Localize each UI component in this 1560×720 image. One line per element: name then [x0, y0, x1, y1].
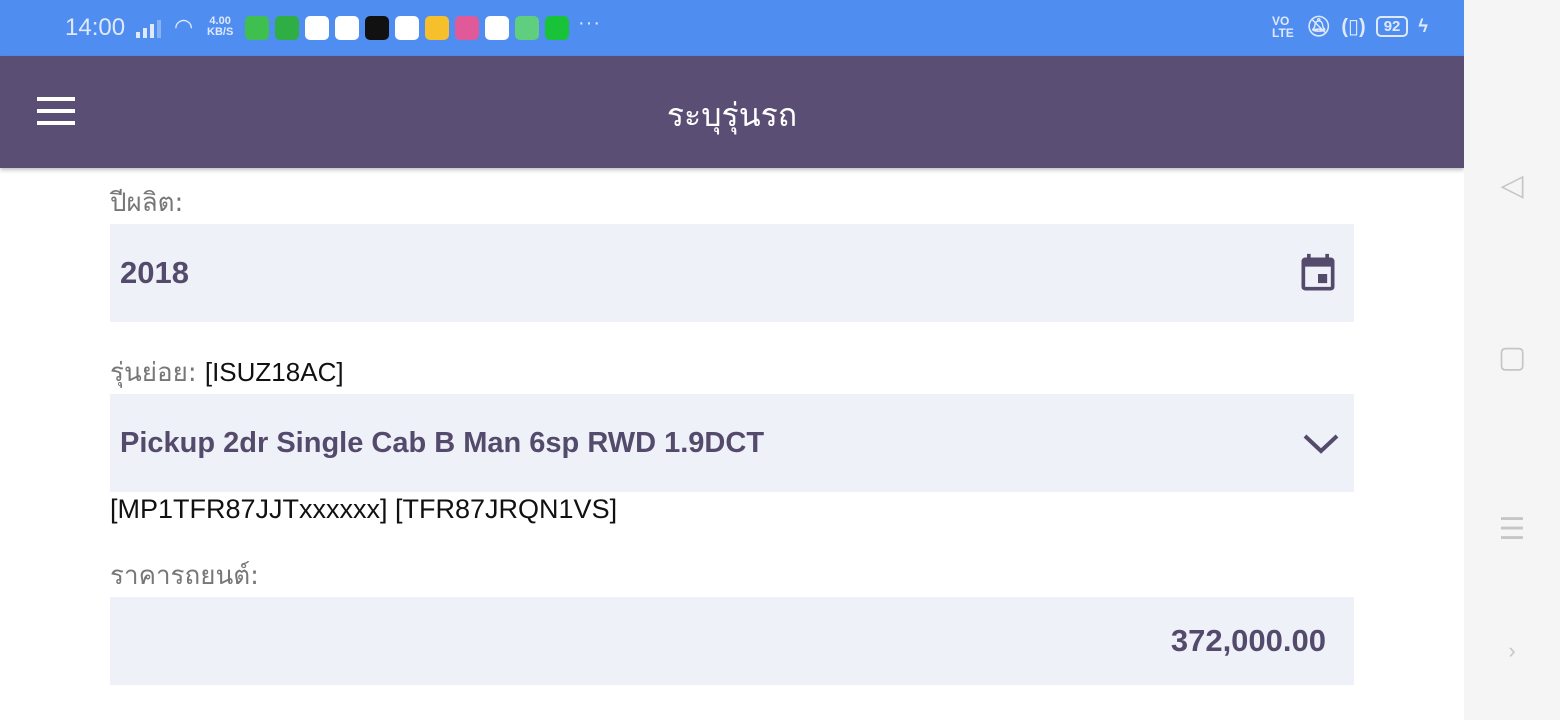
year-label: ปีผลิต:: [110, 188, 184, 218]
app-notification-icon: [335, 16, 359, 40]
page-title: ระบุรุ่นรถ: [666, 96, 798, 134]
app-notification-icon: [455, 16, 479, 40]
navigation-bar: ◁ ▢ ☰ ›: [1464, 0, 1560, 720]
year-field[interactable]: 2018: [110, 224, 1354, 322]
silent-icon: 🔕︎: [1306, 16, 1332, 38]
submodel-value: Pickup 2dr Single Cab B Man 6sp RWD 1.9D…: [120, 426, 765, 459]
year-value: 2018: [120, 255, 189, 290]
submodel-label-text: รุ่นย่อย:: [110, 358, 197, 388]
app-bar: ระบุรุ่นรถ: [0, 56, 1464, 168]
price-value: 372,000.00: [1170, 623, 1326, 658]
battery-icon: 92: [1375, 16, 1409, 37]
app-notification-icon: [245, 16, 269, 40]
price-field[interactable]: 372,000.00: [110, 597, 1354, 685]
app-notification-icon: [395, 16, 419, 40]
back-icon[interactable]: ◁: [1500, 169, 1524, 202]
recents-icon[interactable]: ☰: [1498, 513, 1526, 546]
clock: 14:00: [65, 14, 126, 41]
notification-icons: [245, 16, 569, 40]
charging-icon: ϟ: [1418, 16, 1428, 36]
app-notification-icon: [365, 16, 389, 40]
app-notification-icon: [485, 16, 509, 40]
submodel-label: รุ่นย่อย: [ISUZ18AC]: [110, 352, 344, 393]
volte-icon: VO LTE: [1272, 13, 1294, 40]
wifi-icon: ◠: [174, 14, 194, 39]
app-notification-icon: [275, 16, 299, 40]
more-notifications-icon: ···: [578, 12, 601, 34]
speed-unit: KB/S: [207, 26, 234, 38]
calendar-icon[interactable]: [1296, 252, 1340, 296]
submodel-code: [ISUZ18AC]: [204, 357, 344, 387]
speed-value: 4.00: [209, 15, 231, 27]
price-label: ราคารถยนต์:: [110, 561, 259, 591]
submodel-dropdown[interactable]: Pickup 2dr Single Cab B Man 6sp RWD 1.9D…: [110, 394, 1354, 492]
app-notification-icon: [515, 16, 539, 40]
vin-info: [MP1TFR87JJTxxxxxx] [TFR87JRQN1VS]: [110, 494, 618, 524]
chevron-right-icon[interactable]: ›: [1508, 638, 1516, 663]
home-icon[interactable]: ▢: [1497, 341, 1527, 374]
app-notification-icon: [425, 16, 449, 40]
status-bar: 14:00 ◠ 4.00 KB/S ··· VO LTE 🔕︎ (▯) 92 ϟ: [0, 0, 1464, 56]
network-speed: 4.00 KB/S: [207, 16, 233, 38]
hamburger-icon[interactable]: [37, 97, 75, 125]
vibrate-icon: (▯): [1341, 16, 1366, 38]
chevron-down-icon[interactable]: [1302, 430, 1340, 456]
signal-icon: [136, 18, 161, 38]
app-notification-icon: [305, 16, 329, 40]
app-notification-icon: [545, 16, 569, 40]
